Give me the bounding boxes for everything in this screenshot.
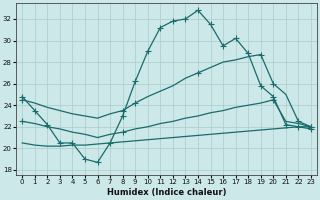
X-axis label: Humidex (Indice chaleur): Humidex (Indice chaleur) [107,188,226,197]
